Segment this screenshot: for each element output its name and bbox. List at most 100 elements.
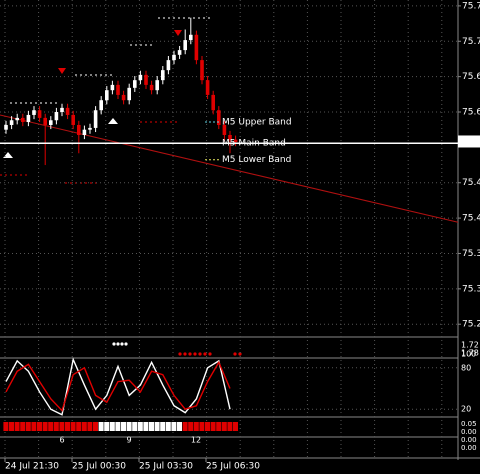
signal-cell (9, 422, 14, 431)
x-tick-label: 25 Jul 00:30 (72, 462, 126, 472)
candle-body (99, 100, 103, 111)
signal-cell (233, 422, 238, 431)
candle-body (65, 107, 70, 115)
candle-body (205, 80, 210, 95)
fractal-markers (0, 17, 213, 184)
candle-body (228, 134, 232, 140)
signal-cell (109, 422, 115, 431)
candle-body (144, 74, 148, 85)
candle-body (217, 110, 221, 125)
signal-cell (132, 422, 138, 431)
panel-label: 0.05 (461, 420, 477, 428)
candle-body (60, 107, 64, 112)
signal-cell (76, 422, 82, 431)
y-tick-label: 75.2 (462, 320, 480, 330)
signal-cell (143, 422, 149, 431)
x-tick-label: 25 Jul 03:30 (139, 462, 193, 472)
candle-body (133, 80, 137, 88)
oscillator-line (5, 360, 231, 412)
signal-cell (59, 422, 65, 431)
current-price-box (458, 135, 480, 148)
count-label: 6 (59, 436, 64, 445)
y-tick-label: 75.6 (462, 108, 480, 118)
x-tick-label: 25 Jul 06:30 (206, 462, 260, 472)
candle-body (82, 129, 87, 135)
candle-body (233, 139, 238, 143)
candle-body (110, 84, 115, 91)
candle-body (161, 70, 165, 81)
panel-label: 1.78 (461, 349, 479, 358)
candle-body (4, 124, 8, 130)
signal-cell (149, 422, 154, 431)
candle-body (116, 84, 120, 95)
signal-cell (3, 422, 9, 431)
signal-cell (98, 422, 104, 431)
y-tick-label: 75.3 (462, 249, 480, 259)
candle-body (121, 94, 126, 101)
panel-label: 0.00 (461, 436, 477, 444)
candle-body (211, 94, 215, 111)
signal-cell (210, 422, 216, 431)
candle-body (43, 117, 47, 125)
signal-cell (93, 422, 98, 431)
trendline (0, 114, 459, 223)
candle-body (127, 87, 131, 101)
candle-body (93, 110, 98, 128)
candle-body (166, 60, 171, 71)
x-tick-label: 24 Jul 21:30 (5, 462, 59, 472)
candle-body (54, 112, 59, 121)
count-label: 12 (191, 436, 201, 445)
candle-body (194, 34, 199, 61)
y-tick-label: 75.7 (462, 1, 480, 11)
signal-cell (199, 422, 205, 431)
candle-body (32, 110, 36, 115)
signal-cell (65, 422, 70, 431)
candle-body (77, 124, 81, 135)
candle-body (200, 60, 204, 81)
signal-cell (205, 422, 210, 431)
signal-cell (53, 422, 59, 431)
signal-cell (188, 422, 194, 431)
signal-cell (160, 422, 166, 431)
y-tick-label: 75.4 (462, 214, 480, 224)
band-label: M5 Main Band (222, 139, 286, 149)
candle-body (15, 117, 19, 121)
signal-cell (115, 422, 121, 431)
signal-cell (121, 422, 126, 431)
candle-body (9, 120, 14, 125)
candle-body (155, 80, 159, 91)
candle-body (71, 114, 75, 125)
y-tick-label: 75.4 (462, 178, 480, 188)
current-price-label: 75.5 (460, 137, 480, 147)
signal-dots (178, 352, 242, 356)
candle-body (49, 120, 53, 125)
candle-body (189, 34, 193, 41)
candle-body (26, 114, 31, 123)
band-label: M5 Lower Band (222, 155, 291, 165)
signal-dots (112, 342, 128, 346)
signal-cell (182, 422, 188, 431)
panel-label: 0.00 (461, 428, 477, 436)
candle-body (183, 40, 187, 51)
signal-cell (165, 422, 171, 431)
signal-cell (221, 422, 227, 431)
y-tick-label: 20 (461, 405, 471, 414)
candle-body (37, 110, 42, 118)
signal-cell (14, 422, 20, 431)
signal-cell (154, 422, 160, 431)
candle-body (105, 90, 109, 101)
candle-body (21, 117, 25, 123)
signal-cell (137, 422, 143, 431)
signal-cell (104, 422, 110, 431)
signal-cell (227, 422, 233, 431)
candle-body (88, 127, 92, 130)
count-label: 9 (126, 436, 131, 445)
signal-cell (81, 422, 87, 431)
y-tick-label: 75.6 (462, 72, 480, 82)
signal-cell (126, 422, 132, 431)
y-tick-label: 80 (461, 363, 471, 372)
y-tick-label: 75.7 (462, 37, 480, 47)
signal-cell (216, 422, 222, 431)
